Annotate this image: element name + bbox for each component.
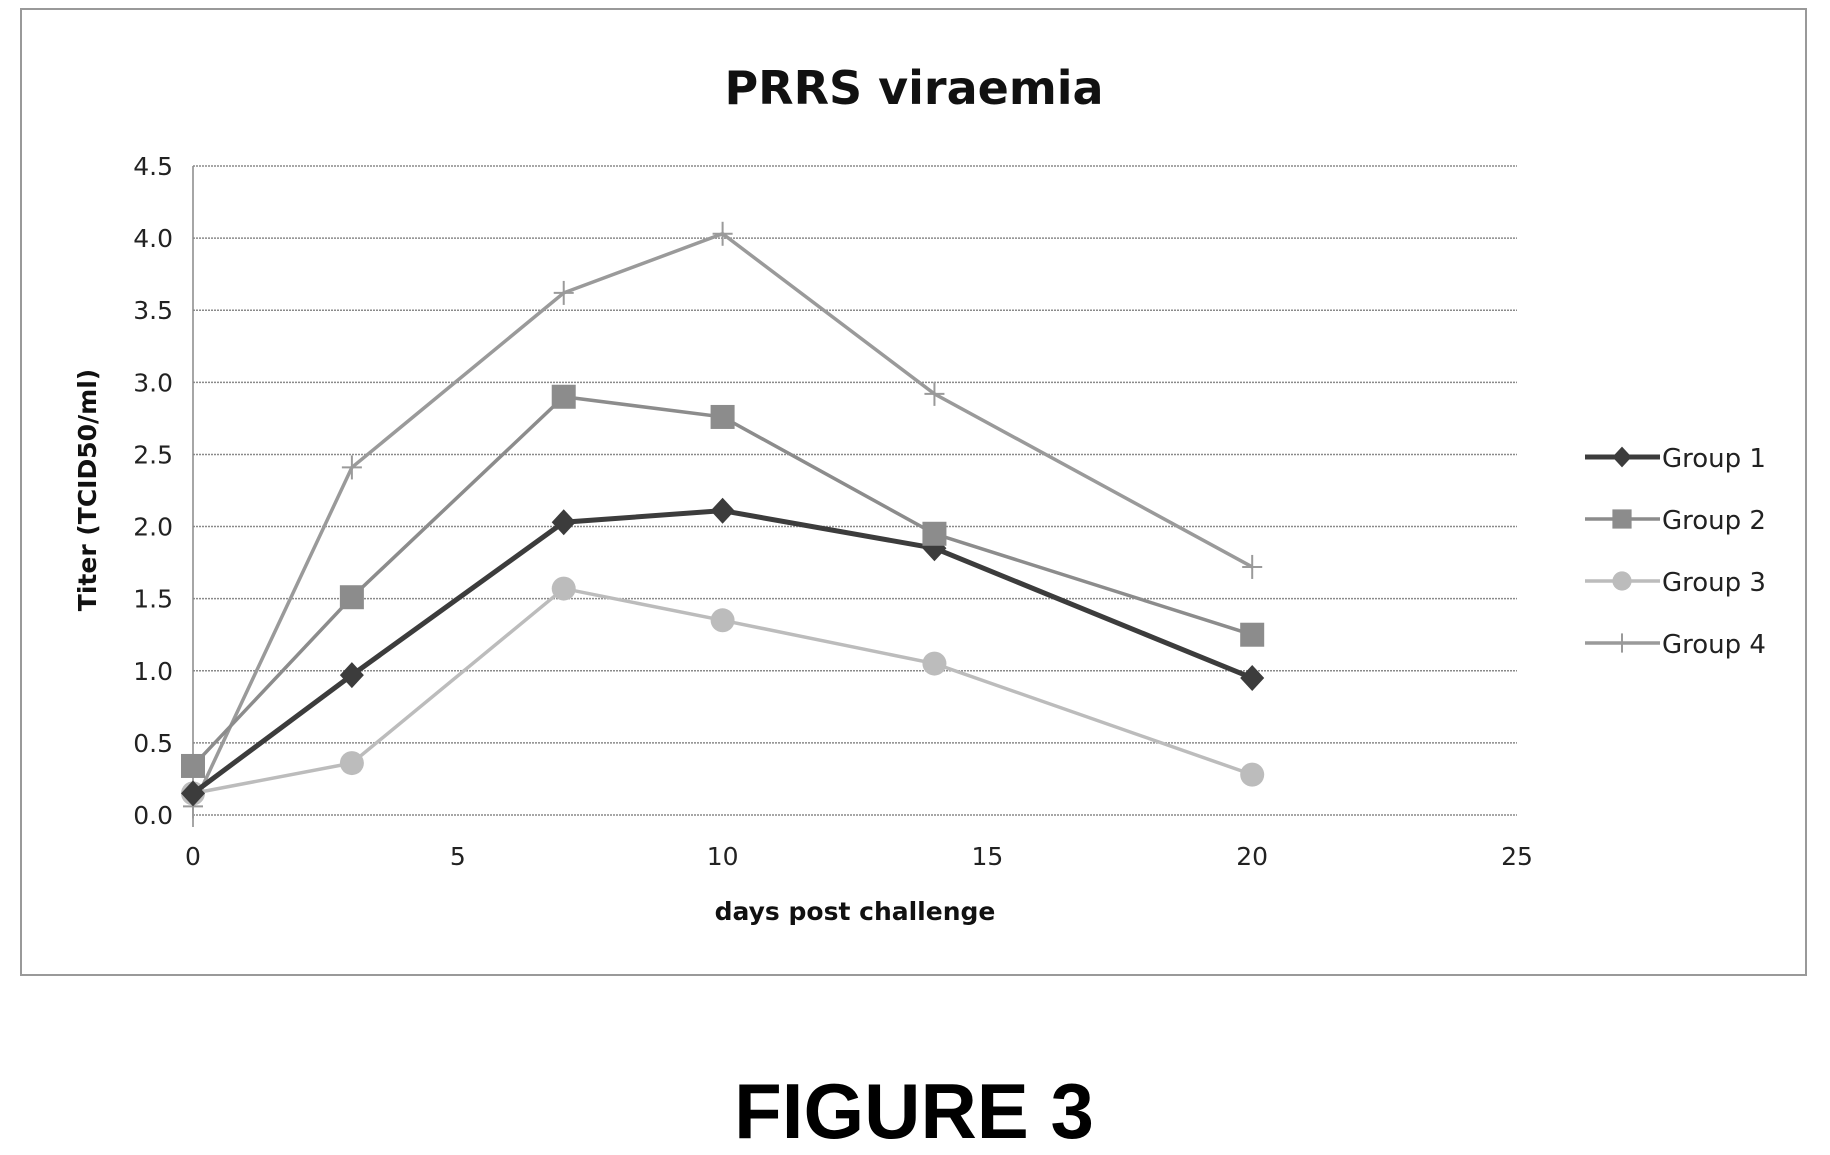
y-tick-label: 0.0 (133, 801, 173, 830)
diamond-marker (1612, 446, 1632, 468)
figure-caption: FIGURE 3 (734, 1067, 1094, 1155)
chart-frame (20, 8, 1807, 976)
series-layer (181, 221, 1265, 819)
series-group-4 (183, 221, 1263, 819)
x-tick-label: 25 (1501, 842, 1533, 871)
plus-marker (712, 221, 733, 246)
y-tick-label: 3.5 (133, 296, 173, 325)
square-marker (1240, 622, 1265, 647)
diamond-marker (181, 780, 205, 807)
series-line (191, 394, 1253, 768)
plus-marker (1242, 554, 1263, 579)
chart-title: PRRS viraemia (724, 61, 1103, 115)
x-tick-label: 20 (1236, 842, 1268, 871)
legend-item: Group 2 (1585, 506, 1766, 536)
square-marker (1612, 509, 1632, 529)
series-line (191, 508, 1254, 796)
circle-marker (1612, 571, 1632, 591)
y-tick-label: 3.0 (133, 368, 173, 397)
square-marker (710, 404, 735, 429)
x-tick-label: 5 (450, 842, 466, 871)
series-group-1 (181, 497, 1265, 807)
square-marker (551, 384, 576, 409)
square-marker (181, 753, 205, 778)
y-tick-label: 2.0 (133, 513, 173, 542)
series-line (192, 586, 1253, 796)
square-marker (922, 521, 947, 546)
legend-item: Group 4 (1585, 630, 1766, 660)
plus-marker (924, 381, 945, 406)
gridlines (192, 165, 1517, 827)
diamond-marker (339, 662, 364, 689)
square-marker (339, 585, 364, 610)
y-tick-label: 0.5 (133, 729, 173, 758)
circle-marker (710, 608, 735, 633)
y-tick-label: 1.5 (133, 585, 173, 614)
y-tick-label: 4.5 (133, 152, 173, 181)
y-tick-label: 4.0 (133, 224, 173, 253)
y-axis-label: Titer (TCID50/ml) (73, 369, 102, 611)
circle-marker (339, 751, 364, 776)
y-tick-label: 2.5 (133, 440, 173, 469)
circle-marker (922, 651, 947, 676)
plus-marker (341, 455, 362, 480)
legend-label: Group 2 (1662, 506, 1766, 536)
y-tick-label: 1.0 (133, 657, 173, 686)
x-tick-label: 0 (185, 842, 201, 871)
x-axis-label: days post challenge (715, 897, 996, 926)
plus-marker (1614, 633, 1630, 653)
circle-marker (551, 576, 576, 601)
diamond-marker (1240, 664, 1265, 691)
y-tick-labels: 0.0 0.5 1.0 1.5 2.0 2.5 3.0 3.5 4.0 4.5 (133, 152, 173, 830)
plus-marker (553, 280, 574, 305)
diamond-marker (551, 509, 576, 536)
legend-item: Group 3 (1585, 568, 1766, 598)
legend-label: Group 1 (1662, 444, 1766, 474)
legend: Group 1 Group 2 Group 3 Group 4 (1585, 444, 1766, 660)
legend-item: Group 1 (1585, 444, 1766, 474)
legend-label: Group 4 (1662, 630, 1766, 660)
x-tick-labels: 0 5 10 15 20 25 (185, 842, 1533, 871)
x-tick-label: 15 (971, 842, 1003, 871)
diamond-marker (710, 497, 735, 524)
series-line (191, 231, 1254, 808)
circle-marker (1240, 762, 1265, 787)
series-group-2 (181, 384, 1265, 778)
x-tick-label: 10 (707, 842, 739, 871)
legend-label: Group 3 (1662, 568, 1766, 598)
